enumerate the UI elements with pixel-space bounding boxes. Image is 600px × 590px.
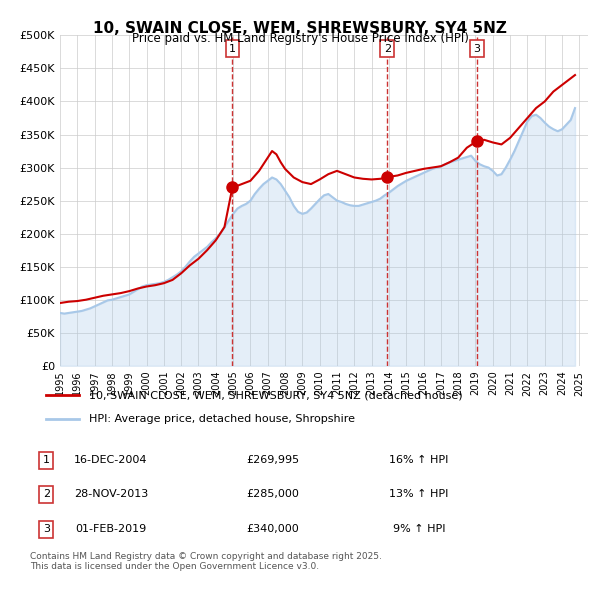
Text: 2: 2 bbox=[43, 489, 50, 499]
Text: 3: 3 bbox=[43, 525, 50, 535]
Text: Price paid vs. HM Land Registry's House Price Index (HPI): Price paid vs. HM Land Registry's House … bbox=[131, 32, 469, 45]
Text: 01-FEB-2019: 01-FEB-2019 bbox=[76, 525, 146, 535]
Text: 10, SWAIN CLOSE, WEM, SHREWSBURY, SY4 5NZ (detached house): 10, SWAIN CLOSE, WEM, SHREWSBURY, SY4 5N… bbox=[89, 391, 463, 401]
Text: 1: 1 bbox=[43, 455, 50, 465]
Text: 16% ↑ HPI: 16% ↑ HPI bbox=[389, 455, 448, 465]
Text: 10, SWAIN CLOSE, WEM, SHREWSBURY, SY4 5NZ: 10, SWAIN CLOSE, WEM, SHREWSBURY, SY4 5N… bbox=[93, 21, 507, 35]
Text: 2: 2 bbox=[384, 44, 391, 54]
Text: 3: 3 bbox=[473, 44, 481, 54]
Text: 1: 1 bbox=[229, 44, 236, 54]
Text: £269,995: £269,995 bbox=[247, 455, 299, 465]
Text: Contains HM Land Registry data © Crown copyright and database right 2025.
This d: Contains HM Land Registry data © Crown c… bbox=[30, 552, 382, 571]
Text: 28-NOV-2013: 28-NOV-2013 bbox=[74, 489, 148, 499]
Text: £285,000: £285,000 bbox=[247, 489, 299, 499]
Text: 16-DEC-2004: 16-DEC-2004 bbox=[74, 455, 148, 465]
Text: 13% ↑ HPI: 13% ↑ HPI bbox=[389, 489, 448, 499]
Text: 9% ↑ HPI: 9% ↑ HPI bbox=[392, 525, 445, 535]
Text: HPI: Average price, detached house, Shropshire: HPI: Average price, detached house, Shro… bbox=[89, 414, 355, 424]
Text: £340,000: £340,000 bbox=[247, 525, 299, 535]
